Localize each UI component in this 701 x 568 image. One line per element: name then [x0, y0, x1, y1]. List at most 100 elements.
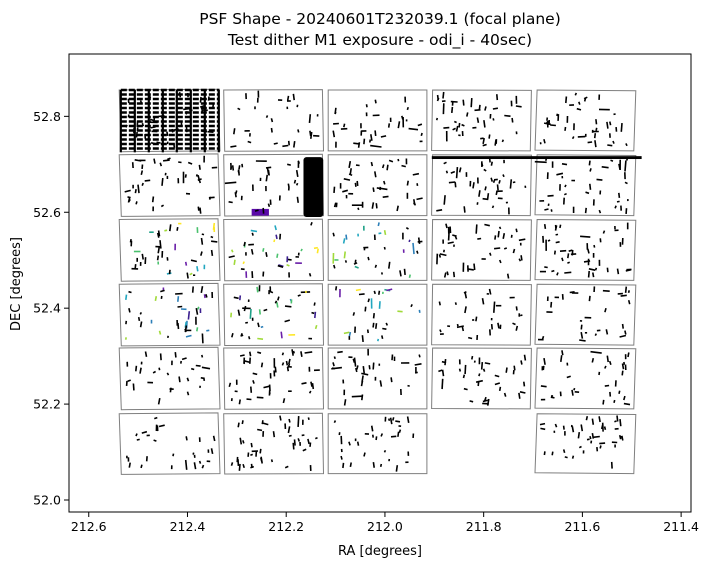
psf-whisker	[353, 262, 358, 265]
chart-title-group: PSF Shape - 20240601T232039.1 (focal pla…	[199, 10, 561, 50]
psf-whisker	[513, 365, 516, 371]
psf-whisker	[354, 259, 357, 264]
psf-whisker	[201, 130, 208, 133]
psf-whisker	[241, 420, 244, 425]
psf-whisker	[609, 121, 612, 126]
psf-whisker	[475, 316, 478, 322]
psf-whisker	[128, 290, 132, 294]
psf-whisker	[292, 442, 295, 450]
psf-whisker	[392, 417, 395, 421]
psf-whisker	[189, 272, 193, 276]
psf-whisker	[286, 366, 290, 372]
psf-whisker	[307, 417, 310, 420]
psf-whisker	[297, 129, 300, 133]
psf-whisker	[482, 368, 486, 372]
psf-whisker	[153, 439, 157, 442]
psf-whisker	[498, 179, 501, 184]
psf-whisker	[282, 398, 286, 404]
psf-whisker	[377, 222, 380, 227]
psf-whisker	[591, 418, 595, 425]
psf-whisker	[559, 224, 562, 229]
psf-whisker	[363, 452, 366, 457]
psf-whisker	[332, 232, 335, 237]
psf-whisker	[587, 141, 593, 144]
psf-whisker	[127, 196, 131, 199]
psf-whisker	[293, 140, 296, 148]
psf-whisker	[153, 158, 156, 164]
psf-whisker	[397, 121, 401, 129]
psf-whisker	[374, 99, 377, 104]
psf-whisker	[372, 461, 375, 468]
psf-whisker	[470, 98, 473, 108]
psf-whisker	[383, 449, 387, 453]
x-axis-label: RA [degrees]	[338, 544, 422, 559]
psf-whisker	[178, 161, 182, 164]
psf-whisker	[210, 235, 214, 239]
psf-whisker	[171, 128, 174, 133]
psf-whisker	[443, 195, 446, 205]
psf-whisker	[486, 398, 490, 406]
psf-whisker	[494, 139, 497, 146]
psf-whisker	[379, 463, 383, 467]
psf-whisker	[625, 268, 632, 272]
psf-whisker	[192, 452, 195, 455]
psf-whisker	[274, 225, 277, 231]
psf-whisker	[447, 231, 450, 241]
psf-whisker	[237, 309, 241, 316]
psf-whisker	[543, 138, 546, 144]
psf-whisker	[281, 352, 285, 356]
psf-whisker	[237, 422, 240, 428]
psf-whisker	[373, 290, 376, 295]
psf-whisker	[566, 375, 571, 379]
psf-whisker	[198, 460, 202, 464]
psf-whisker	[406, 180, 409, 186]
psf-whisker	[416, 250, 419, 254]
psf-whisker	[445, 170, 449, 174]
psf-whisker	[286, 263, 290, 267]
psf-whisker	[265, 174, 268, 182]
psf-whisker	[599, 442, 606, 445]
psf-whisker	[287, 365, 292, 368]
psf-whisker	[231, 165, 235, 171]
psf-whisker	[594, 140, 597, 148]
psf-whisker	[593, 133, 597, 139]
psf-whisker	[627, 352, 630, 358]
psf-whisker	[494, 247, 501, 250]
psf-whisker	[335, 286, 338, 291]
ccd-outline	[327, 219, 428, 281]
psf-whisker	[438, 369, 443, 373]
psf-whisker	[273, 142, 278, 145]
psf-whisker	[348, 173, 353, 177]
psf-whisker	[260, 456, 263, 464]
psf-whisker	[491, 205, 495, 209]
psf-whisker	[477, 237, 482, 240]
psf-whisker	[382, 195, 389, 198]
psf-whisker	[627, 290, 630, 293]
ccd-outline	[223, 153, 325, 217]
psf-whisker	[205, 294, 208, 298]
psf-whisker	[308, 114, 312, 123]
psf-whisker	[273, 239, 276, 243]
psf-whisker	[420, 132, 423, 137]
psf-whisker	[407, 384, 410, 387]
ccd-outline	[534, 413, 637, 475]
psf-whisker	[128, 462, 131, 468]
psf-whisker	[406, 416, 410, 424]
psf-whisker	[183, 107, 191, 111]
ccd-outline	[431, 218, 532, 281]
y-tick-label: 52.4	[33, 301, 61, 316]
psf-whisker	[333, 202, 337, 208]
psf-whisker	[361, 372, 369, 376]
psf-whisker	[624, 181, 628, 185]
psf-whisker	[200, 251, 203, 256]
psf-whisker	[498, 386, 502, 392]
psf-whisker	[543, 223, 547, 230]
psf-whisker	[314, 436, 318, 440]
psf-whisker	[208, 196, 215, 199]
psf-whisker	[441, 369, 445, 377]
psf-whisker	[313, 246, 318, 250]
psf-whisker	[486, 193, 490, 200]
psf-whisker	[367, 298, 370, 303]
ccd-outline	[223, 283, 325, 347]
psf-whisker	[314, 324, 318, 330]
